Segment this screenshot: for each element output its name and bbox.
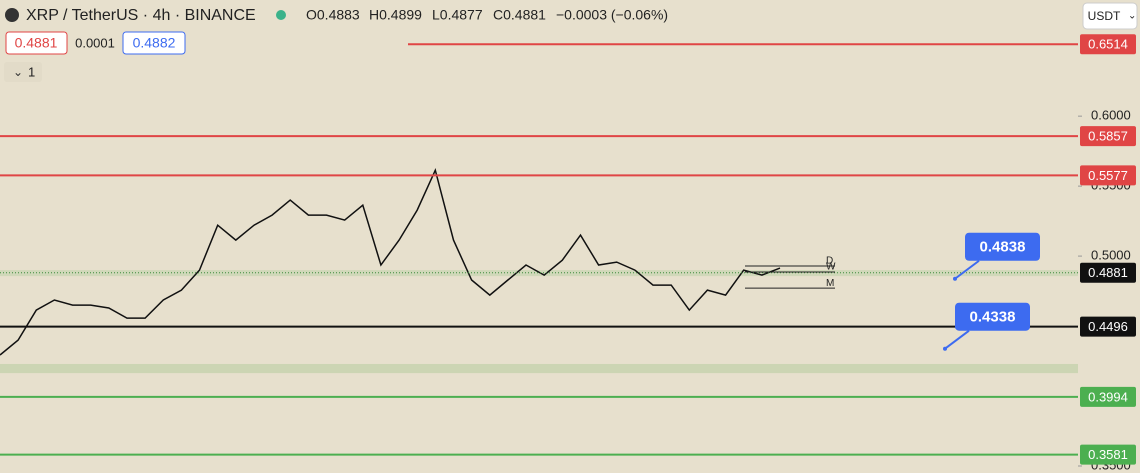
status-dot [276, 10, 286, 20]
bid: 0.4881 [15, 35, 58, 51]
price-tag-label: 0.5857 [1088, 129, 1128, 144]
period-label: D [826, 256, 833, 267]
callout-label: 0.4338 [970, 309, 1016, 326]
callout-box [965, 232, 1040, 261]
zone [0, 363, 1078, 374]
price-tag [1080, 262, 1136, 283]
callout-pointer [944, 329, 970, 350]
period-label: W [826, 262, 836, 273]
price-tag [1080, 126, 1136, 147]
callout-pointer [954, 259, 980, 280]
ohlc-low: L0.4877 [432, 7, 483, 23]
ohlc-close: C0.4881 [493, 7, 546, 23]
price-line [0, 167, 781, 356]
chevron: ⌄ [13, 65, 23, 79]
callout-label: 0.4838 [980, 239, 1026, 256]
price-tag-label: 0.3994 [1088, 389, 1128, 404]
y-tick-label: 0.5000 [1091, 248, 1131, 263]
ohlc-open: O0.4883 [306, 7, 360, 23]
callout-point [943, 346, 947, 351]
period-label: M [826, 278, 834, 289]
price-tag-label: 0.3581 [1088, 447, 1128, 462]
callout-box [955, 302, 1030, 331]
price-tag-label: 0.4496 [1088, 319, 1128, 334]
currency-chevron: ⌄ [1128, 11, 1136, 22]
price-tag [1080, 34, 1136, 55]
zone [0, 270, 1078, 277]
symbol-icon [5, 8, 19, 22]
callout-point [953, 276, 957, 281]
price-tag-label: 0.6514 [1088, 37, 1128, 52]
symbol: XRP / TetherUS · 4h · BINANCE [26, 7, 256, 24]
price-tag-label: 0.4881 [1088, 265, 1128, 280]
spread: 0.0001 [75, 35, 115, 50]
ohlc-high: H0.4899 [369, 7, 422, 23]
ohlc-change: −0.0003 (−0.06%) [556, 7, 668, 23]
indicator-count: 1 [28, 64, 35, 79]
ask: 0.4882 [133, 35, 176, 51]
ask-box[interactable] [122, 31, 186, 55]
price-tag [1080, 316, 1136, 337]
y-tick-label: 0.6000 [1091, 108, 1131, 123]
indicator-toggle[interactable] [4, 62, 42, 82]
bid-box[interactable] [5, 31, 68, 55]
currency: USDT [1088, 9, 1121, 23]
plot [0, 43, 1078, 456]
currency-button[interactable] [1082, 2, 1138, 30]
price-tag-label: 0.5577 [1088, 168, 1128, 183]
price-tag [1080, 386, 1136, 407]
price-tag [1080, 165, 1136, 186]
price-tag [1080, 444, 1136, 465]
